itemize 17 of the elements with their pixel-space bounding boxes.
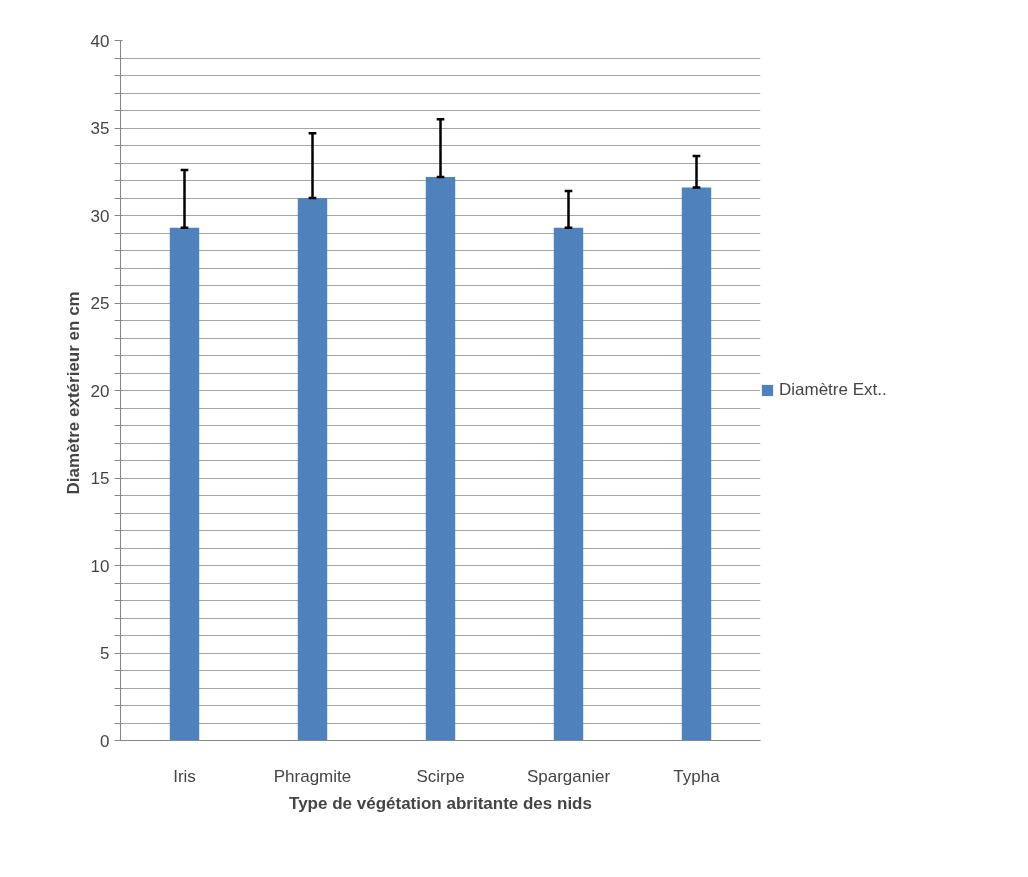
- y-tick-label: 5: [100, 644, 110, 663]
- y-tick-label: 0: [100, 731, 110, 751]
- y-tick-label: 15: [90, 469, 110, 488]
- y-tick-label: 35: [90, 119, 110, 138]
- y-tick-label: 25: [90, 294, 110, 313]
- x-tick-label: Phragmite: [273, 766, 352, 786]
- x-axis-title: Type de végétation abritante des nids: [289, 793, 592, 813]
- x-tick-label: Sparganier: [526, 766, 611, 786]
- x-tick-label: Scirpe: [416, 766, 465, 786]
- legend-label: Diamètre Ext..: [779, 380, 887, 400]
- y-tick-label: 30: [90, 206, 110, 226]
- y-tick-label: 20: [90, 381, 110, 401]
- y-axis-title: Diamètre extérieur en cm: [63, 291, 83, 495]
- x-tick-label: Iris: [173, 766, 196, 786]
- y-tick-label: 40: [90, 31, 110, 51]
- y-tick-label: 10: [90, 556, 110, 576]
- x-tick-label: Typha: [673, 766, 721, 786]
